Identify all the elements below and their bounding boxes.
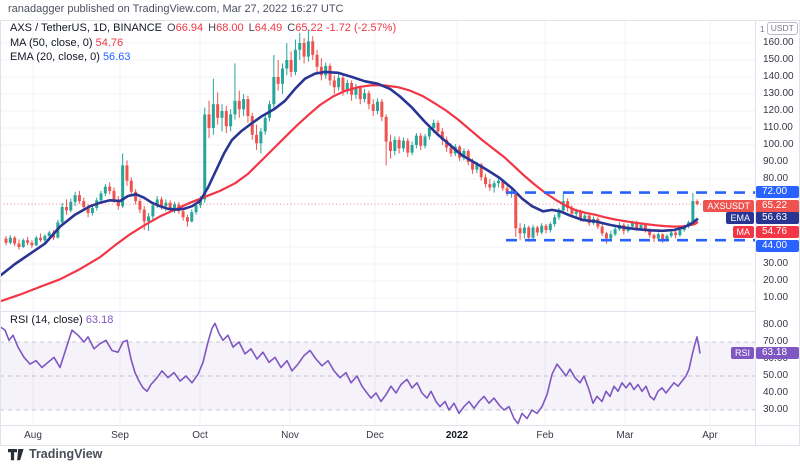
ma-price-label: 54.76 — [756, 226, 799, 238]
high-label: H — [208, 22, 217, 34]
scale-tick: 30.00 — [763, 404, 789, 415]
scale-tick: 50.00 — [763, 370, 789, 381]
symbol-title: AXS / TetherUS, 1D, BINANCE — [10, 22, 163, 34]
rsi-legend[interactable]: RSI (14, close) 63.18 — [10, 314, 113, 326]
ema-tag: EMA — [726, 212, 754, 224]
low-label: L — [248, 22, 255, 34]
time-tick-feb: Feb — [536, 430, 554, 441]
ema-legend-label: EMA (20, close, 0) — [10, 51, 100, 63]
ma-legend[interactable]: MA (50, close, 0) 54.76 — [10, 37, 123, 49]
ma50-line — [0, 84, 699, 303]
rsi-tag: RSI — [730, 347, 754, 359]
rsi-band — [0, 341, 755, 411]
time-scale[interactable]: Aug Sep Oct Nov Dec 2022 Feb Mar Apr — [0, 425, 800, 445]
scale-tick: 150.00 — [763, 54, 794, 65]
time-tick-oct: Oct — [192, 430, 208, 441]
scale-tick: 20.00 — [763, 275, 789, 286]
scale-tick: 110.00 — [763, 122, 793, 133]
time-tick-mar: Mar — [616, 430, 634, 441]
unit-prefix: 1 — [760, 23, 765, 34]
open-value: 66.94 — [175, 22, 204, 34]
grid — [0, 20, 755, 425]
resistance-price-label: 72.00 — [756, 186, 799, 198]
scale-tick: 80.00 — [763, 173, 789, 184]
time-tick-nov: Nov — [281, 430, 299, 441]
scale-tick: 30.00 — [763, 258, 789, 269]
scale-tick: 70.00 — [763, 336, 789, 347]
pane-borders — [0, 20, 800, 446]
scale-tick: 10.00 — [763, 292, 789, 303]
time-tick-sep: Sep — [111, 430, 129, 441]
rsi-legend-value: 63.18 — [85, 314, 114, 326]
rsi-legend-label: RSI (14, close) — [10, 314, 83, 326]
symbol-tag: AXSUSDT — [703, 200, 754, 212]
time-tick-dec: Dec — [366, 430, 384, 441]
close-label: C — [287, 22, 296, 34]
time-tick-apr: Apr — [702, 430, 718, 441]
rsi-value-label: 63.18 — [756, 347, 799, 359]
time-tick-aug: Aug — [24, 430, 42, 441]
high-value: 68.00 — [216, 22, 244, 34]
ma-legend-value: 54.76 — [95, 37, 124, 49]
ema-legend[interactable]: EMA (20, close, 0) 56.63 — [10, 51, 130, 63]
attribution-text: ranadagger published on TradingView.com,… — [8, 3, 344, 15]
tradingview-logo-icon — [8, 448, 24, 460]
scale-tick: 160.00 — [763, 37, 794, 48]
support-price-label: 44.00 — [756, 240, 799, 252]
scale-tick: 90.00 — [763, 156, 789, 167]
change-value: -1.72 (-2.57%) — [325, 22, 397, 34]
scale-tick: 120.00 — [763, 105, 794, 116]
price-unit-selector[interactable]: 1 USDT — [760, 22, 798, 35]
unit-currency: USDT — [766, 22, 798, 35]
ema20-line — [0, 70, 699, 277]
ema-legend-value: 56.63 — [102, 51, 131, 63]
last-price-value: 65.22 — [762, 199, 788, 211]
rsi-line — [0, 322, 701, 425]
close-value: 65.22 — [295, 22, 323, 34]
open-label: O — [167, 22, 176, 34]
scale-tick: 80.00 — [763, 319, 789, 330]
scale-tick: 100.00 — [763, 139, 794, 150]
ma-tag: MA — [732, 226, 754, 238]
ema-price-label: 56.63 — [756, 212, 799, 224]
symbol-legend[interactable]: AXS / TetherUS, 1D, BINANCE O66.94 H68.00 L… — [10, 22, 396, 34]
ma-legend-label: MA (50, close, 0) — [10, 37, 93, 49]
tradingview-logo[interactable]: TradingView — [8, 447, 102, 461]
price-scale[interactable]: 30.0040.0050.0060.0070.0080.0010.0020.00… — [756, 20, 800, 445]
low-value: 64.49 — [254, 22, 283, 34]
scale-tick: 40.00 — [763, 387, 789, 398]
time-tick-2022: 2022 — [445, 430, 469, 441]
scale-tick: 140.00 — [763, 71, 794, 82]
tradingview-logo-text: TradingView — [29, 447, 103, 461]
scale-tick: 130.00 — [763, 88, 794, 99]
